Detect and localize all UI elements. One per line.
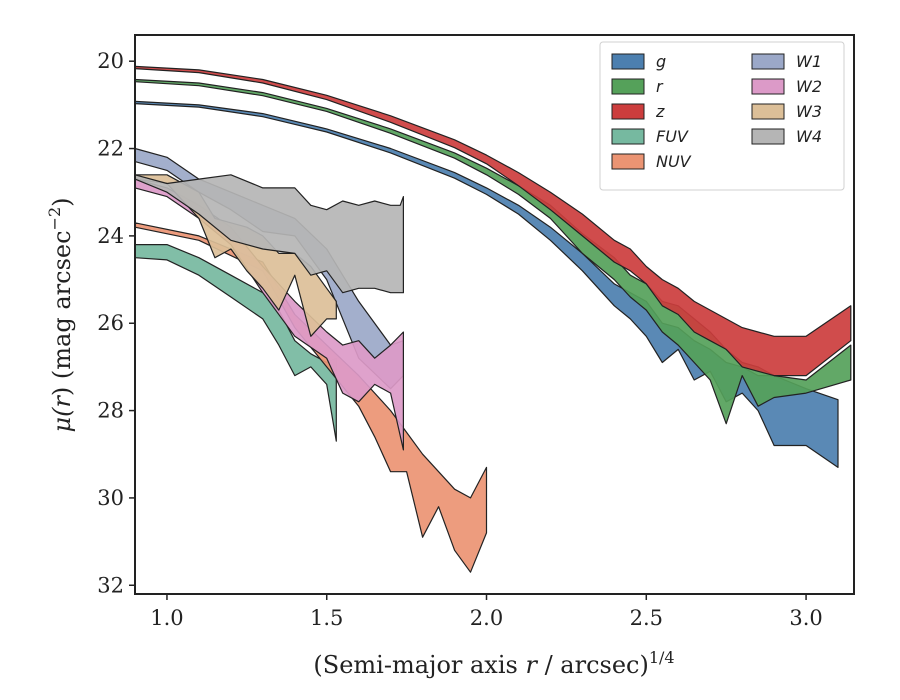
legend-swatch-w1 [751, 53, 785, 70]
legend-label-fuv: FUV [656, 127, 689, 146]
y-axis-title: μ(r) (mag arcsec−2) [45, 197, 76, 432]
band-w4 [134, 174, 404, 294]
legend-label-w3: W3 [796, 102, 822, 121]
legend-label-w4: W4 [796, 127, 822, 146]
y-tick-label: 22 [97, 137, 124, 161]
x-tick-label: 1.0 [150, 606, 183, 630]
legend-label-z: z [655, 102, 665, 121]
legend-label-w1: W1 [796, 52, 822, 71]
legend-label-nuv: NUV [656, 152, 692, 171]
y-tick-label: 32 [97, 573, 124, 597]
y-tick-label: 28 [97, 399, 124, 423]
x-tick-label: 2.0 [470, 606, 503, 630]
x-axis-title: (Semi-major axis r / arcsec)1/4 [313, 648, 674, 679]
y-tick-label: 26 [97, 311, 124, 335]
y-tick-label: 24 [97, 224, 124, 248]
legend-swatch-w3 [751, 103, 785, 120]
band-z [134, 65, 852, 377]
y-tick-label: 20 [97, 49, 124, 73]
legend-label-w2: W2 [796, 77, 822, 96]
legend-swatch-nuv [611, 153, 645, 170]
legend-swatch-w4 [751, 128, 785, 145]
legend-swatch-z [611, 103, 645, 120]
legend-swatch-r [611, 78, 645, 95]
series-bands [134, 65, 852, 573]
x-tick-label: 1.5 [310, 606, 343, 630]
legend-label-g: g [656, 52, 666, 71]
y-axis: 20 22 24 26 28 30 32 [97, 49, 135, 597]
legend: grz FUV NUV W1 W2 W3 W4 [599, 41, 845, 191]
band-g [134, 100, 839, 468]
x-tick-label: 2.5 [630, 606, 663, 630]
plot-frame [134, 34, 855, 595]
x-axis: 1.0 1.5 2.0 2.5 3.0 [150, 594, 823, 630]
legend-label-r: r [656, 77, 664, 96]
legend-swatch-fuv [611, 128, 645, 145]
x-tick-label: 3.0 [789, 606, 822, 630]
legend-swatch-w2 [751, 78, 785, 95]
legend-swatch-g [611, 53, 645, 70]
band-fuv [134, 244, 337, 442]
y-tick-label: 30 [97, 486, 124, 510]
